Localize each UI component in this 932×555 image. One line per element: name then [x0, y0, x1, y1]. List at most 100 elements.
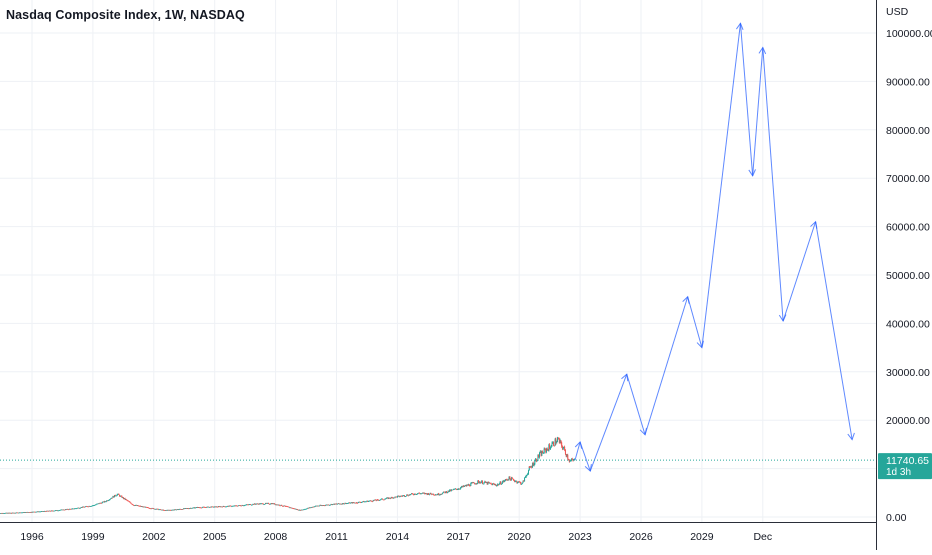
candle-body — [496, 485, 497, 486]
candle-body — [439, 495, 440, 496]
candle-body — [488, 482, 489, 483]
x-tick-label: Dec — [753, 531, 772, 543]
candle-body — [357, 503, 358, 504]
candle-body — [118, 494, 119, 495]
y-tick-label: 60000.00 — [886, 222, 930, 234]
projection-segment — [763, 48, 783, 321]
projection-segment — [627, 374, 645, 435]
projection-segment — [590, 374, 627, 471]
x-tick-label: 2017 — [447, 531, 471, 543]
candle-body — [110, 499, 111, 500]
candle-body — [527, 474, 528, 475]
candle-body — [551, 446, 552, 447]
candle-body — [404, 495, 405, 496]
projection-segment — [740, 23, 752, 175]
candle-body — [502, 482, 503, 484]
y-tick-label: 20000.00 — [886, 415, 930, 427]
projection-segment — [753, 48, 763, 176]
y-tick-label: 70000.00 — [886, 173, 930, 185]
candle-body — [268, 503, 269, 504]
candle-body — [512, 478, 513, 479]
x-tick-label: 2005 — [203, 531, 227, 543]
candle-body — [565, 450, 566, 454]
projection-segment — [816, 222, 853, 440]
candle-body — [447, 492, 448, 493]
candle-body — [319, 506, 320, 507]
x-tick-label: 2008 — [264, 531, 288, 543]
candle-body — [560, 440, 561, 442]
candle-body — [534, 461, 535, 464]
candle-body — [469, 484, 470, 486]
candle-body — [553, 442, 554, 446]
candle-body — [539, 453, 540, 455]
candle-body — [504, 481, 505, 482]
candle-body — [279, 505, 280, 506]
projection-segment — [688, 297, 702, 348]
candle-body — [372, 501, 373, 502]
x-tick-label: 2026 — [629, 531, 653, 543]
candle-body — [526, 475, 527, 476]
candle-body — [567, 455, 568, 459]
candle-body — [459, 489, 460, 490]
x-tick-label: 2029 — [690, 531, 714, 543]
x-tick-label: 2002 — [142, 531, 166, 543]
y-tick-label: 40000.00 — [886, 318, 930, 330]
candle-body — [430, 493, 431, 494]
candle-body — [501, 484, 502, 485]
chart-title: Nasdaq Composite Index, 1W, NASDAQ — [6, 8, 245, 22]
price-axis-currency: USD — [886, 6, 908, 18]
candle-body — [281, 505, 282, 506]
candle-body — [126, 500, 127, 501]
candle-body — [477, 483, 478, 484]
candle-body — [362, 502, 363, 503]
candle-body — [410, 494, 411, 495]
candle-body — [525, 477, 526, 478]
candle-body — [112, 498, 113, 499]
candle-body — [263, 503, 264, 504]
x-tick-label: 1999 — [81, 531, 105, 543]
y-tick-label: 0.00 — [886, 512, 907, 524]
candle-body — [130, 502, 131, 503]
candle-body — [542, 451, 543, 453]
candle-body — [543, 453, 544, 454]
y-tick-label: 80000.00 — [886, 125, 930, 137]
projection-segment — [702, 23, 741, 347]
candle-body — [252, 505, 253, 506]
x-tick-label: 1996 — [20, 531, 44, 543]
candle-body — [556, 442, 557, 443]
candle-body — [483, 484, 484, 485]
x-tick-label: 2020 — [508, 531, 532, 543]
candle-body — [534, 464, 535, 466]
candle-body — [416, 494, 417, 495]
x-tick-label: 2011 — [325, 531, 348, 543]
price-series — [0, 437, 575, 514]
candle-body — [385, 499, 386, 500]
candle-body — [429, 494, 430, 495]
candle-body — [484, 482, 485, 483]
candle-body — [470, 486, 471, 487]
candle-body — [550, 448, 551, 450]
candle-body — [551, 443, 552, 446]
candle-body — [390, 498, 391, 499]
candle-body — [513, 479, 514, 480]
candle-body — [274, 503, 275, 504]
x-tick-label: 2023 — [568, 531, 592, 543]
candle-body — [470, 483, 471, 486]
candle-body — [382, 499, 383, 500]
candle-body — [480, 482, 481, 483]
candle-body — [130, 503, 131, 504]
candle-body — [375, 500, 376, 501]
candle-body — [413, 494, 414, 495]
y-tick-label: 30000.00 — [886, 367, 930, 379]
candle-body — [564, 447, 565, 450]
candle-body — [522, 483, 523, 484]
candle-body — [407, 495, 408, 496]
candle-body — [264, 504, 265, 505]
candle-body — [108, 500, 109, 501]
candle-body — [537, 461, 538, 462]
projection-segment — [645, 297, 688, 435]
candle-body — [438, 493, 439, 495]
